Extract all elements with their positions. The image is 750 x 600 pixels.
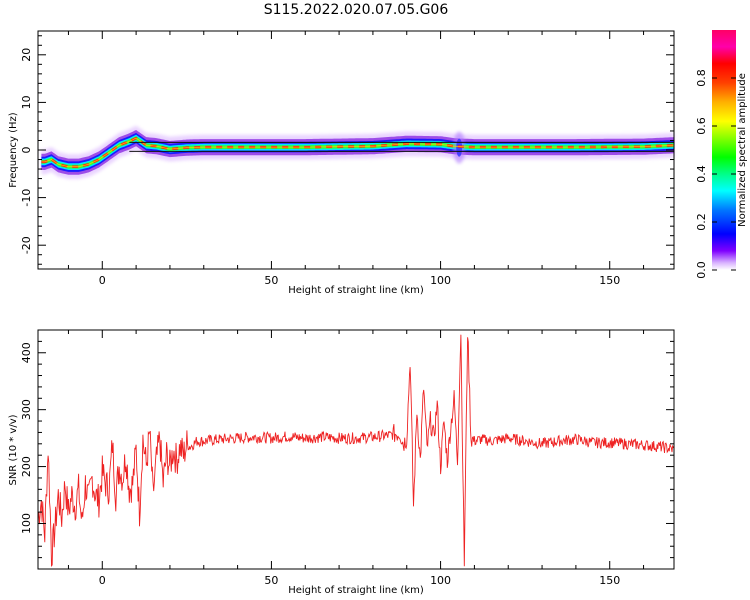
spectrogram-y-tick-label: 20 xyxy=(20,48,33,62)
spectrogram-x-tick-label: 0 xyxy=(99,274,106,287)
snr-ticks: 0 50 100 150 100 200 300 400 xyxy=(20,329,674,587)
spectrogram-x-tick-label: 100 xyxy=(430,274,451,287)
snr-content xyxy=(38,334,674,567)
snr-y-tick-label: 300 xyxy=(20,399,33,420)
snr-frame xyxy=(37,329,675,570)
spectrogram-peak-core xyxy=(41,137,675,168)
snr-x-tick-label: 100 xyxy=(430,574,451,587)
snr-y-tick-label: 200 xyxy=(20,456,33,477)
spectrogram-y-tick-label: -20 xyxy=(20,236,33,254)
snr-y-axis-label: SNR (10 * v/v) xyxy=(8,414,19,485)
colorbar-tick-label: 0.2 xyxy=(695,213,708,231)
colorbar-gradient xyxy=(712,30,736,270)
snr-y-tick-label: 400 xyxy=(20,342,33,363)
spectrogram-band-violet xyxy=(41,130,674,175)
snr-x-tick-label: 50 xyxy=(264,574,278,587)
spectrogram-x-tick-label: 150 xyxy=(599,274,620,287)
colorbar-tick-label: 0.0 xyxy=(695,261,708,279)
spectrogram-y-tick-label: -10 xyxy=(20,189,33,207)
spectrogram-x-tick-label: 50 xyxy=(264,274,278,287)
colorbar: 0.0 0.2 0.4 0.6 0.8 Normalized spectral ampl… xyxy=(695,30,748,279)
chart-title: S115.2022.020.07.05.G06 xyxy=(264,2,449,18)
snr-y-tick-label: 100 xyxy=(20,513,33,534)
snr-plot-area xyxy=(38,330,674,569)
colorbar-label: Normalized spectral amplitude xyxy=(737,73,748,227)
spectrogram-y-tick-label: 0 xyxy=(20,147,33,154)
snr-x-tick-label: 0 xyxy=(99,574,106,587)
colorbar-ticks: 0.0 0.2 0.4 0.6 0.8 xyxy=(695,69,736,279)
spectrogram-ticks: 0 50 100 150 -20 -10 0 10 20 xyxy=(20,31,674,287)
colorbar-tick-label: 0.6 xyxy=(695,117,708,135)
spectrogram-panel: 0 50 100 150 -20 -10 0 10 20 Height of straight … xyxy=(8,30,675,296)
colorbar-tick-label: 0.8 xyxy=(695,69,708,87)
spectrogram-content xyxy=(41,125,675,179)
spectrogram-y-axis-label: Frequency (Hz) xyxy=(8,112,19,188)
colorbar-tick-label: 0.4 xyxy=(695,165,708,183)
snr-series-line xyxy=(38,334,674,567)
spectrogram-x-axis-label: Height of straight line (km) xyxy=(288,285,424,296)
snr-x-tick-label: 150 xyxy=(599,574,620,587)
snr-panel: 0 50 100 150 100 200 300 400 Height of straight… xyxy=(8,329,675,596)
spectrogram-y-tick-label: 10 xyxy=(20,95,33,109)
snr-x-axis-label: Height of straight line (km) xyxy=(288,585,424,596)
